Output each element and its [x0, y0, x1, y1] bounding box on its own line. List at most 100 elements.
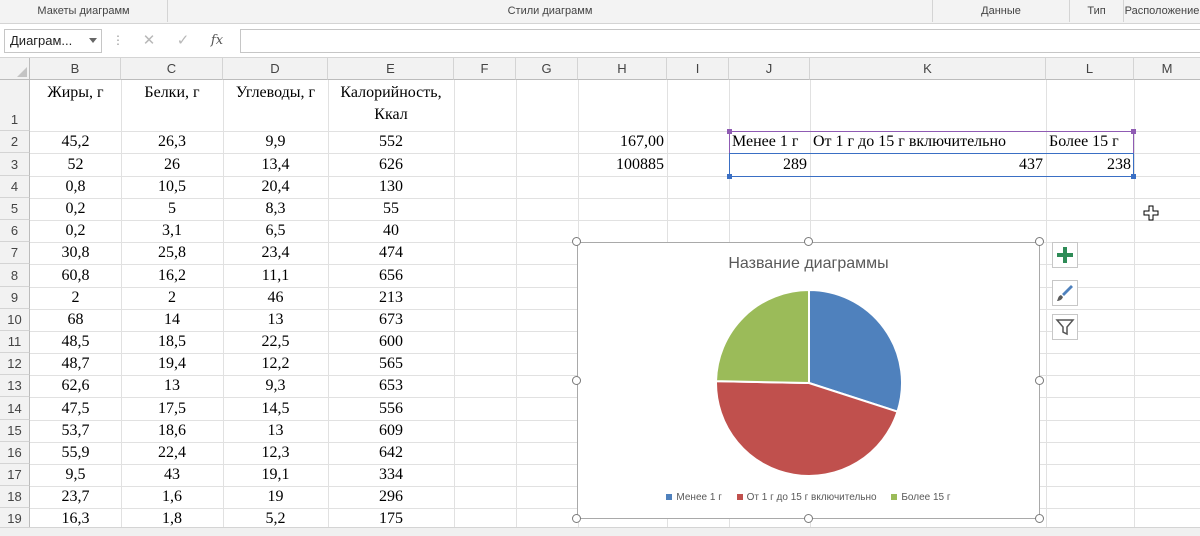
cell-calories[interactable]: 213	[379, 289, 403, 306]
cell-calories[interactable]: 626	[379, 156, 403, 173]
formula-input[interactable]	[240, 29, 1200, 53]
range-resize-handle[interactable]	[1131, 129, 1136, 134]
row-header[interactable]: 9	[0, 287, 30, 309]
cell-j3[interactable]: 289	[783, 156, 807, 173]
cell-carbs[interactable]: 9,3	[265, 377, 286, 394]
cell-carbs[interactable]: 12,3	[261, 444, 290, 461]
column-header-c[interactable]: C	[121, 58, 223, 80]
row-header[interactable]: 11	[0, 331, 30, 353]
cell-fat[interactable]: 48,7	[61, 355, 90, 372]
cell-header-carbs[interactable]: Углеводы, г	[235, 84, 316, 101]
cell-k2[interactable]: От 1 г до 15 г включительно	[813, 133, 1007, 150]
pie-slice[interactable]	[808, 288, 903, 413]
cell-h2[interactable]: 167,00	[620, 133, 664, 150]
chart-title[interactable]: Название диаграммы	[728, 255, 889, 272]
cell-fat[interactable]: 62,6	[61, 377, 90, 394]
cell-protein[interactable]: 26	[164, 156, 180, 173]
column-header-l[interactable]: L	[1046, 58, 1134, 80]
cell-carbs[interactable]: 20,4	[261, 178, 290, 195]
cell-fat[interactable]: 30,8	[61, 244, 90, 261]
cell-protein[interactable]: 17,5	[158, 400, 186, 417]
column-header-g[interactable]: G	[516, 58, 578, 80]
cell-protein[interactable]: 13	[164, 377, 180, 394]
row-header[interactable]: 15	[0, 420, 30, 442]
row-header[interactable]: 1	[0, 80, 30, 131]
cell-calories[interactable]: 653	[379, 377, 403, 394]
cell-carbs[interactable]: 5,2	[265, 510, 286, 527]
chart-filters-button[interactable]	[1052, 314, 1078, 340]
cell-carbs[interactable]: 9,9	[265, 133, 286, 150]
pie-slice[interactable]	[714, 288, 810, 385]
cell-fat[interactable]: 2	[71, 289, 80, 306]
cell-calories[interactable]: 296	[379, 488, 403, 505]
column-header-f[interactable]: F	[454, 58, 516, 80]
column-header-j[interactable]: J	[729, 58, 810, 80]
cell-fat[interactable]: 0,8	[65, 178, 86, 195]
cell-calories[interactable]: 334	[379, 466, 403, 483]
check-icon[interactable]: ✓	[176, 32, 190, 49]
column-header-b[interactable]: B	[30, 58, 121, 80]
column-header-h[interactable]: H	[578, 58, 667, 80]
cell-fat[interactable]: 0,2	[65, 222, 86, 239]
cell-k3[interactable]: 437	[1019, 156, 1043, 173]
chevron-down-icon[interactable]	[89, 38, 97, 43]
range-resize-handle[interactable]	[727, 174, 732, 179]
cell-carbs[interactable]: 13	[267, 311, 284, 328]
cell-calories[interactable]: 175	[379, 510, 403, 527]
close-icon[interactable]: ✕	[142, 32, 156, 49]
cell-carbs[interactable]: 23,4	[261, 244, 290, 261]
cell-carbs[interactable]: 14,5	[261, 400, 290, 417]
cell-carbs[interactable]: 13	[267, 422, 284, 439]
row-header[interactable]: 18	[0, 486, 30, 508]
chart-resize-handle[interactable]	[804, 237, 813, 246]
column-header-d[interactable]: D	[223, 58, 328, 80]
cell-fat[interactable]: 45,2	[61, 133, 90, 150]
cell-protein[interactable]: 18,6	[158, 422, 186, 439]
legend-item[interactable]: Менее 1 г	[666, 492, 722, 503]
row-header[interactable]: 2	[0, 131, 30, 153]
cell-h3[interactable]: 100885	[616, 156, 664, 173]
row-header[interactable]: 4	[0, 176, 30, 198]
row-header[interactable]: 10	[0, 309, 30, 331]
pie-chart[interactable]: Название диаграммы Менее 1 г От 1 г до 1…	[577, 242, 1040, 519]
cell-fat[interactable]: 23,7	[61, 488, 90, 505]
cell-calories[interactable]: 565	[379, 355, 403, 372]
cell-protein[interactable]: 3,1	[162, 222, 182, 239]
horizontal-scrollbar[interactable]	[0, 527, 1200, 536]
cell-calories[interactable]: 673	[379, 311, 403, 328]
cell-fat[interactable]: 53,7	[61, 422, 90, 439]
row-header[interactable]: 7	[0, 242, 30, 264]
cell-protein[interactable]: 19,4	[158, 355, 186, 372]
row-header[interactable]: 5	[0, 198, 30, 220]
row-header[interactable]: 3	[0, 153, 30, 176]
cell-l2[interactable]: Более 15 г	[1049, 133, 1119, 150]
cell-protein[interactable]: 16,2	[158, 267, 186, 284]
column-header-i[interactable]: I	[667, 58, 729, 80]
cell-calories[interactable]: 609	[379, 422, 403, 439]
row-header[interactable]: 8	[0, 264, 30, 287]
cell-fat[interactable]: 47,5	[61, 400, 90, 417]
column-header-k[interactable]: K	[810, 58, 1046, 80]
cell-carbs[interactable]: 6,5	[265, 222, 286, 239]
row-header[interactable]: 16	[0, 442, 30, 464]
cell-calories[interactable]: 642	[379, 444, 403, 461]
cell-protein[interactable]: 2	[168, 289, 176, 306]
column-header-m[interactable]: M	[1134, 58, 1200, 80]
row-header[interactable]: 17	[0, 464, 30, 486]
row-header[interactable]: 12	[0, 353, 30, 375]
cell-calories[interactable]: 552	[379, 133, 403, 150]
cell-calories[interactable]: 556	[379, 400, 403, 417]
chart-resize-handle[interactable]	[572, 376, 581, 385]
row-header[interactable]: 13	[0, 375, 30, 397]
range-resize-handle[interactable]	[727, 129, 732, 134]
chart-styles-button[interactable]	[1052, 280, 1078, 306]
cell-fat[interactable]: 48,5	[61, 333, 90, 350]
cell-fat[interactable]: 16,3	[61, 510, 90, 527]
select-all-corner[interactable]	[0, 58, 30, 80]
chart-resize-handle[interactable]	[804, 514, 813, 523]
cell-carbs[interactable]: 19	[267, 488, 284, 505]
chart-elements-button[interactable]	[1052, 242, 1078, 268]
cell-protein[interactable]: 10,5	[158, 178, 186, 195]
cell-protein[interactable]: 26,3	[158, 133, 186, 150]
cell-fat[interactable]: 9,5	[65, 466, 86, 483]
